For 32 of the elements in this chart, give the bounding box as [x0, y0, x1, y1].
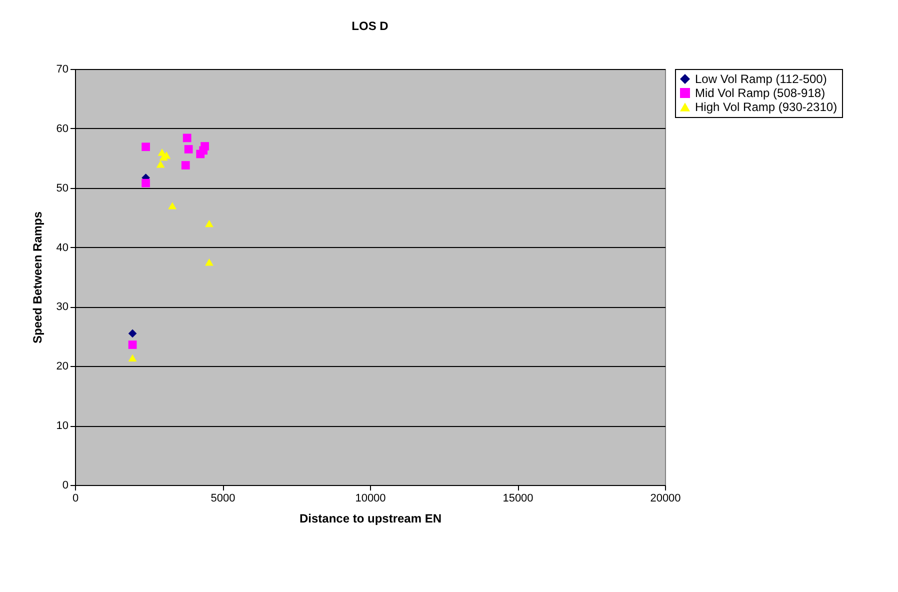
point: [199, 146, 208, 155]
legend-label: Mid Vol Ramp (508-918): [695, 86, 826, 100]
point: [142, 178, 150, 188]
y-tick-label: 70: [56, 64, 68, 76]
y-tick-label: 10: [56, 420, 68, 432]
point: [205, 220, 214, 228]
point: [128, 340, 137, 349]
chart-title: LOS D: [352, 19, 389, 33]
x-axis-title: Distance to upstream EN: [299, 512, 442, 526]
point: [168, 202, 177, 210]
y-axis-title: Speed Between Ramps: [30, 211, 44, 344]
x-tick-label: 15000: [502, 492, 534, 504]
x-tick-label: 5000: [210, 492, 236, 504]
y-tick-label: 30: [56, 301, 68, 314]
point: [182, 134, 192, 142]
y-tick-label: 40: [56, 242, 68, 254]
x-tick-label: 20000: [650, 492, 681, 504]
point: [205, 258, 214, 266]
y-tick-label: 60: [56, 122, 68, 135]
y-tick-label: 0: [62, 480, 68, 492]
point: [128, 329, 137, 338]
point: [142, 142, 150, 152]
legend-label: Low Vol Ramp (112-500): [695, 72, 827, 86]
point: [156, 160, 165, 168]
y-tick-label: 20: [56, 360, 68, 373]
point: [128, 354, 137, 362]
y-tick-label: 50: [56, 182, 68, 194]
point: [184, 145, 193, 154]
legend-label: High Vol Ramp (930-2310): [695, 100, 838, 114]
x-tick-label: 0: [72, 492, 79, 504]
point: [181, 161, 190, 170]
x-tick-label: 10000: [355, 492, 386, 504]
